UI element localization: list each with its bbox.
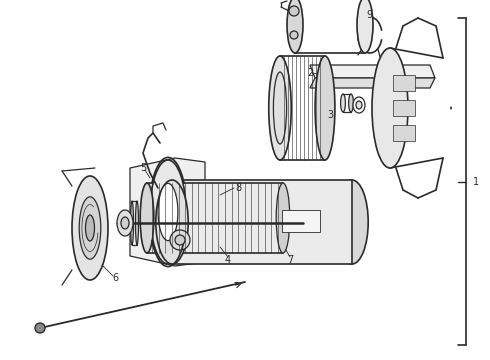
Ellipse shape: [348, 94, 353, 112]
Ellipse shape: [315, 56, 335, 160]
Polygon shape: [310, 65, 435, 78]
Ellipse shape: [140, 183, 154, 253]
Ellipse shape: [85, 215, 95, 241]
Ellipse shape: [276, 183, 290, 253]
Bar: [393, 100, 415, 116]
Ellipse shape: [130, 201, 133, 245]
Ellipse shape: [341, 94, 345, 112]
Ellipse shape: [35, 323, 45, 333]
Ellipse shape: [269, 56, 291, 160]
Text: 1: 1: [473, 177, 479, 187]
Bar: [282, 210, 320, 232]
Ellipse shape: [72, 176, 108, 280]
Text: 8: 8: [235, 183, 241, 193]
Ellipse shape: [121, 217, 129, 229]
Ellipse shape: [150, 160, 186, 264]
Ellipse shape: [158, 183, 178, 240]
Ellipse shape: [156, 180, 188, 264]
Ellipse shape: [289, 6, 299, 16]
Ellipse shape: [357, 0, 373, 53]
Polygon shape: [130, 158, 205, 266]
Ellipse shape: [353, 97, 365, 113]
Text: 9: 9: [366, 10, 372, 20]
Ellipse shape: [175, 235, 185, 245]
Text: 6: 6: [112, 273, 118, 283]
Ellipse shape: [273, 72, 287, 144]
Ellipse shape: [336, 180, 368, 264]
Ellipse shape: [356, 101, 362, 109]
Ellipse shape: [79, 197, 101, 259]
Ellipse shape: [136, 201, 139, 245]
Ellipse shape: [290, 31, 298, 39]
Text: 5: 5: [140, 163, 146, 173]
Text: 4: 4: [225, 255, 231, 265]
Polygon shape: [310, 78, 435, 88]
Bar: [393, 75, 415, 91]
Bar: [172, 180, 352, 264]
Ellipse shape: [117, 210, 133, 236]
Text: 3: 3: [327, 110, 333, 120]
Ellipse shape: [287, 0, 303, 53]
Text: 2: 2: [307, 68, 313, 78]
Ellipse shape: [170, 230, 190, 250]
Ellipse shape: [372, 48, 408, 168]
Bar: [393, 125, 415, 141]
Text: 7: 7: [287, 255, 293, 265]
